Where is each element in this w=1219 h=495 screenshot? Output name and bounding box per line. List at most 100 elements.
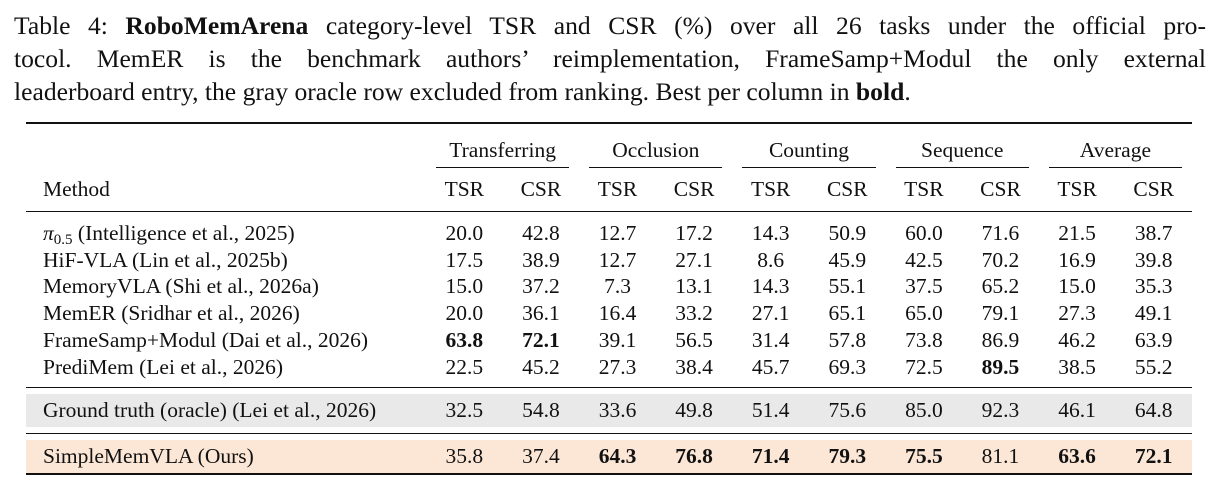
table-row: MemER (Sridhar et al., 2026) 20.0 36.1 16.4… xyxy=(26,300,1192,327)
value-cell: 17.5 xyxy=(445,247,484,272)
value-cell: 64.8 xyxy=(1115,393,1192,427)
value-cell: 64.3 xyxy=(579,439,656,475)
caption-label: Table 4: xyxy=(14,11,108,40)
group-header-sequence: Sequence xyxy=(895,138,1029,168)
value-cell: 15.0 xyxy=(445,274,484,299)
metric-header-csr: CSR xyxy=(655,168,733,212)
metric-header-csr: CSR xyxy=(962,168,1039,212)
ours-row: SimpleMemVLA (Ours) 35.8 37.4 64.3 76.8 71.4 7… xyxy=(26,439,1192,475)
method-name: (Intelligence et al., 2025) xyxy=(72,220,295,245)
value-cell: 7.3 xyxy=(604,274,631,299)
metric-header-tsr: TSR xyxy=(579,168,656,212)
value-cell: 76.8 xyxy=(655,439,733,475)
table-row: FrameSamp+Modul (Dai et al., 2026) 63.8 72… xyxy=(26,327,1192,354)
value-cell: 12.7 xyxy=(598,220,637,245)
value-cell: 37.2 xyxy=(522,274,560,299)
value-cell: 51.4 xyxy=(732,393,809,427)
value-cell: 33.2 xyxy=(675,301,713,326)
value-cell: 31.4 xyxy=(751,328,790,353)
metric-header-csr: CSR xyxy=(808,168,886,212)
method-cell: SimpleMemVLA (Ours) xyxy=(26,439,426,475)
value-cell: 73.8 xyxy=(905,328,943,353)
group-header-transferring: Transferring xyxy=(436,138,570,168)
value-cell: 65.2 xyxy=(981,274,1020,299)
metric-header-tsr: TSR xyxy=(1038,168,1116,212)
value-cell: 33.6 xyxy=(579,393,656,427)
value-cell: 38.5 xyxy=(1038,353,1116,388)
metric-header-row: Method TSR CSR TSR CSR TSR CSR TSR CSR T… xyxy=(26,168,1192,212)
value-cell: 22.5 xyxy=(426,353,503,388)
value-cell: 92.3 xyxy=(962,393,1039,427)
value-cell: 13.1 xyxy=(675,274,713,299)
caption-benchmark-name: RoboMemArena xyxy=(125,11,309,40)
metric-header-tsr: TSR xyxy=(732,168,809,212)
value-cell: 56.5 xyxy=(675,328,713,353)
value-cell: 42.5 xyxy=(905,247,943,272)
caption-line-3: leaderboard entry, the gray oracle row e… xyxy=(14,75,1206,108)
value-cell: 36.1 xyxy=(522,301,560,326)
value-cell: 75.5 xyxy=(885,439,963,475)
group-header-occlusion: Occlusion xyxy=(589,138,723,168)
value-cell: 45.2 xyxy=(502,353,580,388)
value-cell: 55.2 xyxy=(1115,353,1192,388)
value-cell: 54.8 xyxy=(502,393,580,427)
value-cell: 14.3 xyxy=(751,274,790,299)
method-cell: Ground truth (oracle) (Lei et al., 2026) xyxy=(26,393,426,427)
method-symbol: π xyxy=(43,220,54,245)
value-cell: 20.0 xyxy=(445,220,484,245)
value-cell: 17.2 xyxy=(675,220,713,245)
method-cell: π0.5 (Intelligence et al., 2025) xyxy=(26,212,426,248)
value-cell: 12.7 xyxy=(598,247,637,272)
method-header: Method xyxy=(26,168,426,212)
metric-header-csr: CSR xyxy=(502,168,580,212)
value-cell: 39.1 xyxy=(598,328,637,353)
value-cell: 27.1 xyxy=(751,301,790,326)
caption-period: . xyxy=(904,77,911,106)
value-cell: 72.1 xyxy=(522,328,560,353)
value-cell: 27.3 xyxy=(579,353,656,388)
caption-line-2: tocol. MemER is the benchmark authors’ r… xyxy=(14,44,1206,73)
value-cell: 63.8 xyxy=(445,328,484,353)
value-cell: 89.5 xyxy=(962,353,1039,388)
value-cell: 45.7 xyxy=(732,353,809,388)
value-cell: 65.1 xyxy=(828,301,867,326)
value-cell: 49.8 xyxy=(655,393,733,427)
value-cell: 16.4 xyxy=(598,301,637,326)
value-cell: 85.0 xyxy=(885,393,963,427)
group-header-row: Transferring Occlusion Counting Sequence… xyxy=(26,122,1192,168)
caption-line-3-text: leaderboard entry, the gray oracle row e… xyxy=(14,77,856,106)
header-empty-cell xyxy=(26,122,426,168)
value-cell: 60.0 xyxy=(905,220,943,245)
group-header-counting: Counting xyxy=(742,138,876,168)
caption-line-1: Table 4: RoboMemArena category-level TSR… xyxy=(14,9,1206,42)
value-cell: 8.6 xyxy=(757,247,785,272)
table-row: HiF-VLA (Lin et al., 2025b) 17.5 38.9 12.7 2… xyxy=(26,247,1192,274)
value-cell: 20.0 xyxy=(445,301,484,326)
value-cell: 72.1 xyxy=(1115,439,1192,475)
value-cell: 46.2 xyxy=(1058,328,1096,353)
value-cell: 49.1 xyxy=(1134,301,1173,326)
oracle-row: Ground truth (oracle) (Lei et al., 2026)… xyxy=(26,393,1192,427)
value-cell: 50.9 xyxy=(828,220,867,245)
method-cell: FrameSamp+Modul (Dai et al., 2026) xyxy=(43,328,369,353)
value-cell: 27.3 xyxy=(1058,301,1096,326)
value-cell: 15.0 xyxy=(1058,274,1096,299)
metric-header-csr: CSR xyxy=(1115,168,1192,212)
caption-bold-word: bold xyxy=(855,77,905,106)
method-cell: MemER (Sridhar et al., 2026) xyxy=(43,301,300,326)
value-cell: 27.1 xyxy=(675,247,713,272)
value-cell: 38.4 xyxy=(655,353,733,388)
method-cell: HiF-VLA (Lin et al., 2025b) xyxy=(43,247,288,272)
caption-line-1-text: category-level TSR and CSR (%) over all … xyxy=(308,11,1206,40)
value-cell: 72.5 xyxy=(885,353,963,388)
table-row: PrediMem (Lei et al., 2026) 22.5 45.2 27.3 3… xyxy=(26,353,1192,388)
value-cell: 45.9 xyxy=(828,247,867,272)
value-cell: 71.4 xyxy=(732,439,809,475)
value-cell: 86.9 xyxy=(981,328,1020,353)
value-cell: 39.8 xyxy=(1134,247,1173,272)
value-cell: 37.5 xyxy=(905,274,943,299)
table-row: MemoryVLA (Shi et al., 2026a) 15.0 37.2 7.3… xyxy=(26,274,1192,301)
value-cell: 35.8 xyxy=(426,439,503,475)
value-cell: 57.8 xyxy=(828,328,867,353)
value-cell: 46.1 xyxy=(1038,393,1116,427)
